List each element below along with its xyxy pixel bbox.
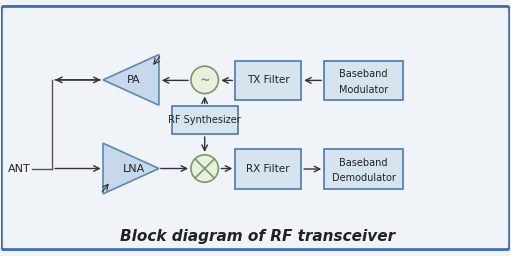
FancyBboxPatch shape (235, 61, 301, 100)
Text: ANT: ANT (8, 164, 31, 174)
FancyBboxPatch shape (324, 61, 403, 100)
Text: Demodulator: Demodulator (332, 173, 396, 183)
Circle shape (191, 66, 218, 93)
Circle shape (191, 155, 218, 182)
Text: Baseband: Baseband (339, 158, 388, 168)
FancyBboxPatch shape (235, 149, 301, 189)
Text: ~: ~ (199, 73, 210, 86)
Text: Baseband: Baseband (339, 69, 388, 79)
Text: PA: PA (127, 75, 141, 85)
Text: TX Filter: TX Filter (247, 76, 290, 86)
Polygon shape (103, 143, 159, 194)
FancyBboxPatch shape (2, 6, 509, 250)
FancyBboxPatch shape (324, 149, 403, 189)
Text: Modulator: Modulator (339, 84, 388, 94)
Polygon shape (103, 55, 159, 105)
FancyBboxPatch shape (172, 106, 238, 134)
Text: Block diagram of RF transceiver: Block diagram of RF transceiver (121, 229, 396, 244)
Text: RF Synthesizer: RF Synthesizer (168, 115, 241, 125)
Text: LNA: LNA (123, 164, 145, 174)
Text: RX Filter: RX Filter (246, 164, 290, 174)
